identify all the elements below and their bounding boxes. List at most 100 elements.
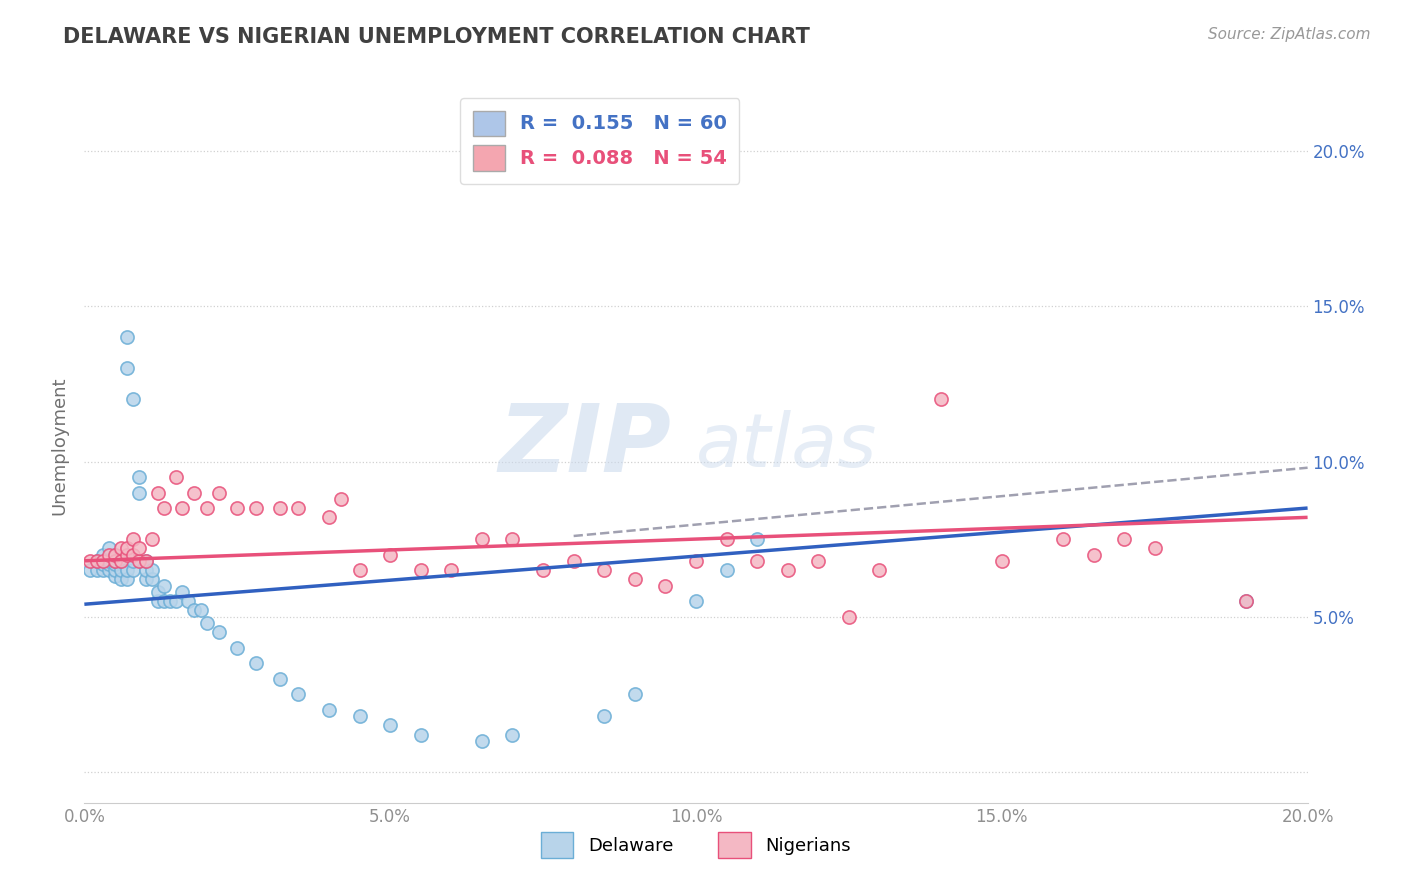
Point — [141, 532, 163, 546]
Point — [135, 563, 157, 577]
Point — [86, 563, 108, 577]
Point — [97, 548, 120, 562]
Point — [1083, 548, 1105, 562]
Point — [141, 563, 163, 577]
Point — [471, 532, 494, 546]
Point — [159, 594, 181, 608]
Point — [146, 485, 169, 500]
Point — [165, 594, 187, 608]
Point — [79, 563, 101, 577]
Text: atlas: atlas — [696, 410, 877, 482]
Point — [807, 554, 830, 568]
Point — [135, 573, 157, 587]
Point — [146, 594, 169, 608]
Point — [654, 579, 676, 593]
Point — [104, 557, 127, 571]
Point — [245, 501, 267, 516]
Y-axis label: Unemployment: Unemployment — [51, 376, 69, 516]
Point — [1236, 594, 1258, 608]
Point — [226, 640, 249, 655]
Point — [153, 501, 176, 516]
Point — [195, 615, 218, 630]
Point — [91, 554, 114, 568]
Point — [226, 501, 249, 516]
Point — [1114, 532, 1136, 546]
Point — [624, 573, 647, 587]
Point — [929, 392, 952, 407]
Point — [97, 541, 120, 556]
Text: ZIP: ZIP — [499, 400, 672, 492]
Point — [104, 554, 127, 568]
Point — [115, 361, 138, 376]
Point — [195, 501, 218, 516]
Point — [115, 563, 138, 577]
Point — [776, 563, 799, 577]
Point — [128, 470, 150, 484]
Point — [122, 392, 145, 407]
Point — [97, 554, 120, 568]
Point — [115, 330, 138, 344]
Point — [1143, 541, 1166, 556]
Point — [135, 554, 157, 568]
Point — [91, 563, 114, 577]
Point — [110, 563, 132, 577]
Point — [349, 709, 371, 723]
Point — [165, 470, 187, 484]
Point — [593, 563, 616, 577]
Point — [1236, 594, 1258, 608]
Point — [128, 485, 150, 500]
Point — [349, 563, 371, 577]
Point — [141, 573, 163, 587]
Point — [838, 609, 860, 624]
Point — [122, 563, 145, 577]
Point — [1052, 532, 1074, 546]
Point — [97, 557, 120, 571]
Point — [318, 510, 340, 524]
Point — [502, 532, 524, 546]
Point — [502, 727, 524, 741]
Point — [716, 532, 738, 546]
Point — [245, 656, 267, 670]
Point — [115, 548, 138, 562]
Point — [685, 594, 707, 608]
Point — [86, 554, 108, 568]
Point — [128, 554, 150, 568]
Point — [128, 541, 150, 556]
Point — [716, 563, 738, 577]
Point — [110, 573, 132, 587]
Point — [269, 672, 291, 686]
Point — [153, 594, 176, 608]
Point — [91, 548, 114, 562]
Point — [380, 718, 402, 732]
Point — [146, 584, 169, 599]
Point — [183, 485, 205, 500]
Point — [624, 687, 647, 701]
Point — [153, 579, 176, 593]
Point — [122, 548, 145, 562]
Point — [747, 554, 769, 568]
Point — [172, 584, 194, 599]
Point — [177, 594, 200, 608]
Point — [122, 532, 145, 546]
Point — [115, 573, 138, 587]
Point — [562, 554, 585, 568]
Point — [208, 485, 231, 500]
Point — [409, 727, 432, 741]
Text: Source: ZipAtlas.com: Source: ZipAtlas.com — [1208, 27, 1371, 42]
Point — [208, 625, 231, 640]
Point — [869, 563, 891, 577]
Point — [104, 569, 127, 583]
Point — [269, 501, 291, 516]
Point — [104, 563, 127, 577]
Point — [380, 548, 402, 562]
Point — [91, 557, 114, 571]
Point — [115, 541, 138, 556]
Point — [747, 532, 769, 546]
Point — [190, 603, 212, 617]
Point — [593, 709, 616, 723]
Point — [330, 491, 353, 506]
Point — [471, 733, 494, 747]
Point — [440, 563, 463, 577]
Point — [318, 703, 340, 717]
Point — [685, 554, 707, 568]
